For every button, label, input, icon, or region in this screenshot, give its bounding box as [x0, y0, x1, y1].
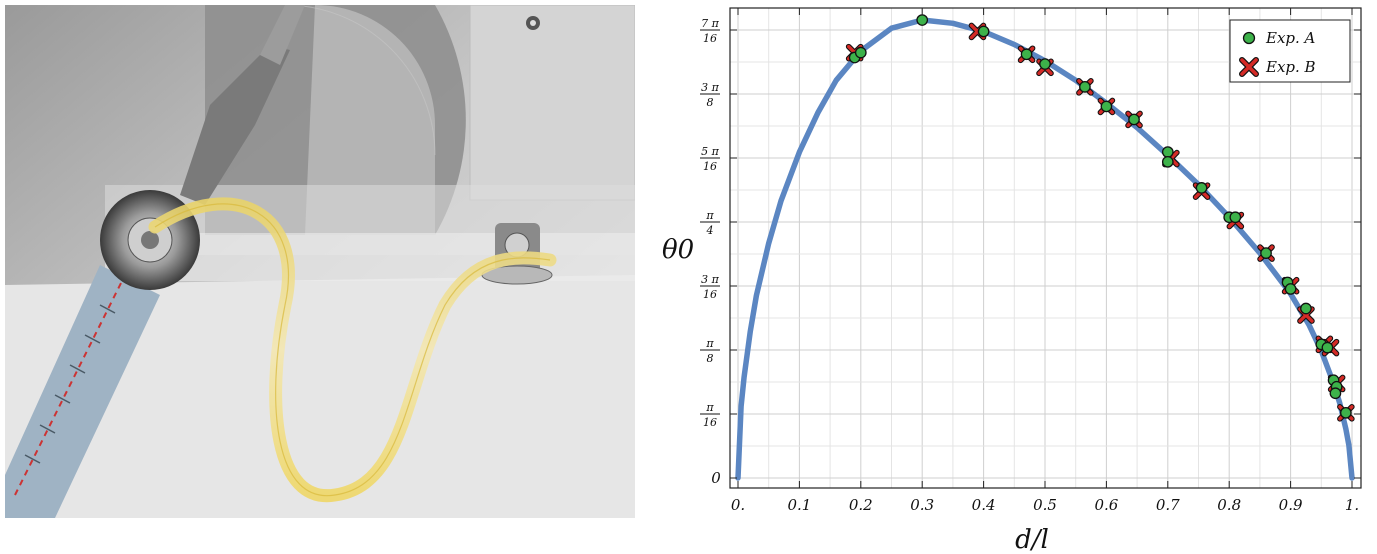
y-axis-title: θ0 — [662, 235, 694, 265]
exp-a-point — [977, 25, 990, 38]
exp-a-point — [1128, 113, 1140, 126]
x-tick-label: 0.5 — [1033, 496, 1057, 514]
legend-label-exp-a: Exp. A — [1265, 29, 1316, 47]
y-tick-label-value: 0 — [711, 469, 721, 487]
grid-lines — [730, 8, 1361, 488]
x-tick-label: 0.3 — [910, 496, 934, 514]
legend-marker-exp-a — [1242, 31, 1256, 45]
data-points — [845, 14, 1355, 422]
x-tick-labels: 0. 0.1 0.2 0.3 0.4 0.5 0.6 0.7 0.8 0.9 1. — [731, 496, 1359, 514]
x-tick-label: 0.9 — [1279, 496, 1303, 514]
legend-marker-exp-b-inner — [1240, 58, 1258, 76]
x-tick-label: 0. — [731, 496, 745, 514]
x-axis-title: d/l — [1015, 525, 1049, 554]
y-tick-label: π 16 — [700, 401, 720, 429]
legend: Exp. A Exp. B — [1229, 19, 1351, 83]
y-tick-label: π4 — [700, 209, 720, 237]
y-tick-numerator: π — [705, 401, 714, 414]
exp-a-point — [1329, 387, 1342, 400]
exp-a-point — [1340, 406, 1352, 419]
y-tick-denominator: 8 — [707, 96, 714, 109]
exp-a-point — [854, 46, 867, 59]
y-tick-numerator: 3 π — [701, 273, 719, 286]
y-tick-numerator: 7 π — [701, 17, 719, 30]
exp-a-point — [1300, 302, 1312, 315]
y-tick-label: 7 π16 — [700, 17, 720, 45]
x-tick-label: 0.6 — [1094, 496, 1118, 514]
y-tick-denominator: 4 — [706, 224, 714, 237]
y-tick-denominator: 16 — [703, 32, 717, 45]
y-tick-denominator: 16 — [703, 288, 717, 301]
y-tick-numerator: 5 π — [701, 145, 719, 158]
exp-a-point — [1100, 100, 1113, 113]
axis-ticks — [730, 8, 1361, 488]
experimental-setup-photo — [5, 5, 635, 518]
y-tick-label: 3 π8 — [700, 81, 720, 109]
exp-a-point — [1260, 247, 1272, 259]
y-tick-label: 3 π16 — [700, 273, 720, 301]
x-tick-label: 0.8 — [1217, 496, 1241, 514]
x-tick-label: 0.2 — [849, 496, 873, 514]
exp-a-point — [1079, 81, 1091, 93]
exp-a-point — [1020, 48, 1033, 61]
y-tick-numerator: π — [705, 337, 714, 350]
y-tick-numerator: π — [705, 209, 714, 222]
x-tick-label: 0.7 — [1156, 496, 1180, 514]
legend-label-exp-b: Exp. B — [1265, 58, 1316, 76]
exp-a-point — [1321, 341, 1334, 354]
y-tick-denominator: 8 — [707, 352, 714, 365]
x-tick-label: 0.1 — [787, 496, 811, 514]
exp-a-point — [1284, 283, 1297, 295]
y-tick-label: 5 π16 — [700, 145, 720, 173]
x-tick-label: 0.4 — [972, 496, 996, 514]
y-tick-numerator: 3 π — [701, 81, 719, 94]
exp-a-point — [1229, 211, 1242, 224]
y-tick-label: 0 — [711, 469, 721, 487]
theta-vs-d-chart: 0. 0.1 0.2 0.3 0.4 0.5 0.6 0.7 0.8 0.9 1. 0π16π83 … — [662, 7, 1362, 554]
exp-a-point — [916, 14, 929, 26]
exp-a-point — [1161, 146, 1174, 158]
x-tick-label: 1. — [1345, 496, 1359, 514]
y-tick-denominator: 16 — [703, 160, 717, 173]
y-tick-denominator: 16 — [703, 416, 717, 429]
exp-a-point — [1161, 155, 1174, 168]
exp-a-point — [1039, 58, 1051, 70]
exp-a-point — [1195, 182, 1208, 194]
y-tick-label: π8 — [700, 337, 720, 365]
